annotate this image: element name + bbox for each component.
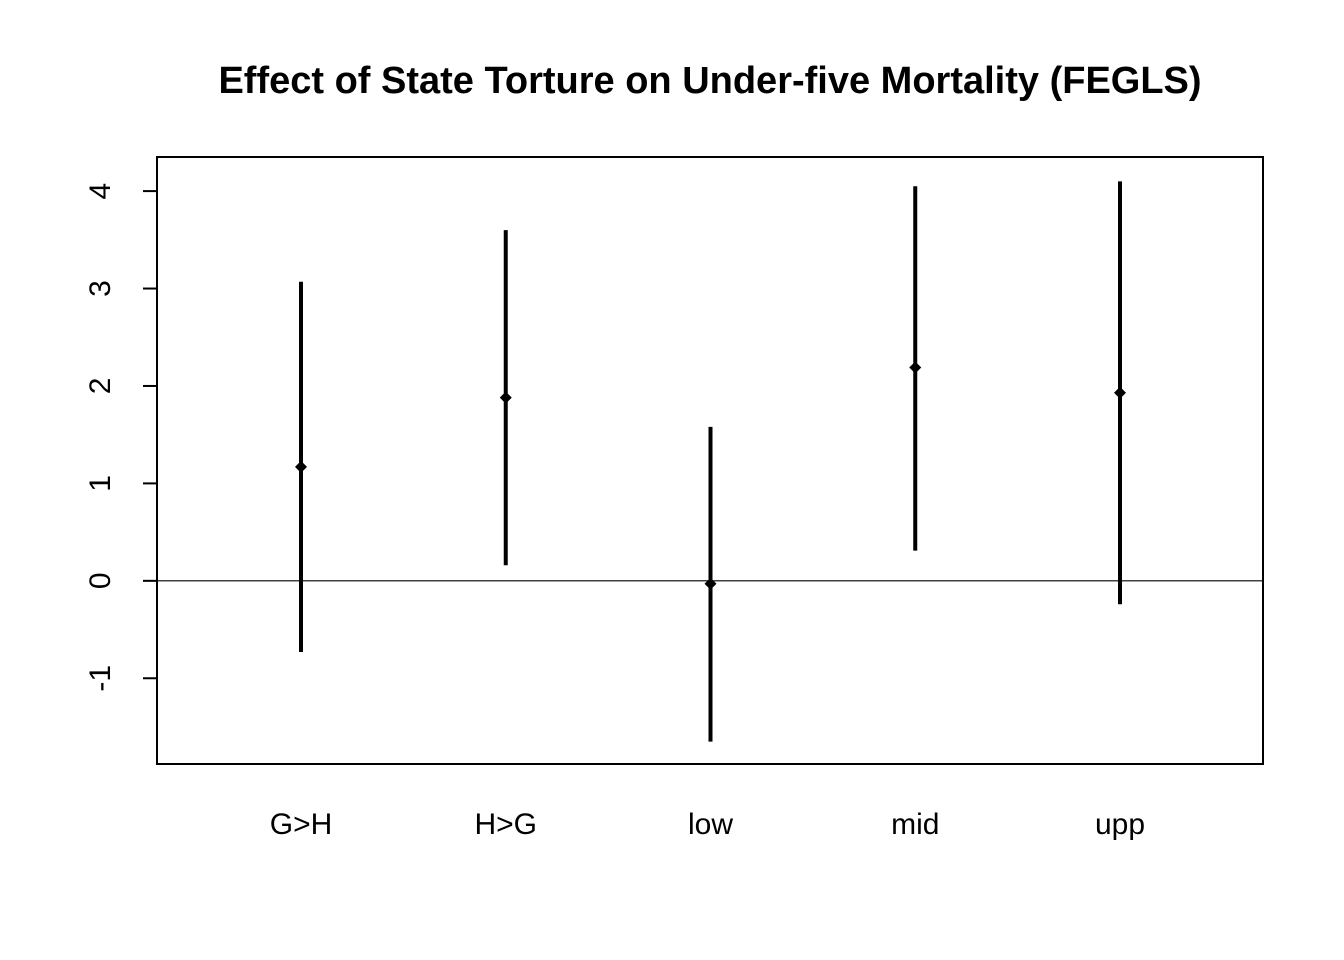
x-tick-label: mid	[891, 808, 939, 841]
chart-title: Effect of State Torture on Under-five Mo…	[218, 60, 1201, 102]
point-estimate	[909, 361, 922, 374]
x-axis-labels: G>H H>G low mid upp	[270, 808, 1145, 841]
y-tick-label: 1	[84, 475, 117, 492]
y-tick-label: 3	[84, 280, 117, 297]
x-tick-label: low	[688, 808, 733, 841]
x-tick-label: upp	[1095, 808, 1145, 841]
point-estimate	[1114, 386, 1126, 399]
point-estimate	[295, 460, 307, 473]
y-tick-label: 2	[84, 378, 117, 395]
point-estimates	[295, 361, 1126, 590]
y-tick-label: 4	[84, 183, 117, 200]
y-tick-label: -1	[84, 665, 117, 692]
error-bars	[299, 181, 1122, 742]
x-tick-label: H>G	[474, 808, 537, 841]
point-estimate	[704, 577, 717, 590]
y-axis: -1 0 1 2 3 4	[84, 183, 158, 692]
y-tick-label: 0	[84, 572, 117, 589]
point-estimate	[499, 391, 512, 404]
x-tick-label: G>H	[270, 808, 333, 841]
